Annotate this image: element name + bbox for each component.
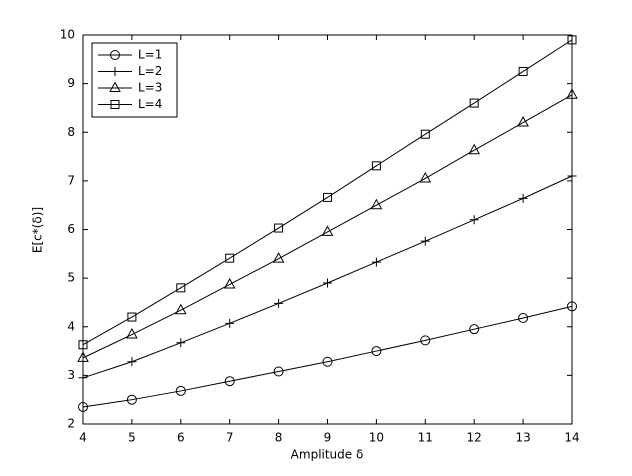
marker <box>127 312 137 322</box>
marker <box>127 357 137 367</box>
legend-marker <box>109 81 121 92</box>
legend-label: L=3 <box>138 81 162 95</box>
marker <box>518 66 528 76</box>
legend-label: L=1 <box>138 48 162 62</box>
marker <box>78 340 88 350</box>
marker <box>420 335 431 346</box>
legend-label: L=2 <box>138 64 162 78</box>
x-tick-label: 13 <box>515 431 530 445</box>
y-tick-label: 5 <box>67 271 75 285</box>
marker <box>321 225 334 236</box>
marker <box>126 328 138 339</box>
marker <box>469 215 479 225</box>
y-tick-label: 3 <box>67 368 75 382</box>
series-line <box>82 94 573 359</box>
marker <box>419 171 432 183</box>
legend-label: L=4 <box>138 97 162 111</box>
marker <box>567 35 577 45</box>
marker <box>174 303 187 315</box>
marker <box>225 318 235 328</box>
legend-marker <box>110 50 120 60</box>
marker <box>518 312 529 323</box>
x-tick-label: 10 <box>369 431 384 445</box>
x-tick-label: 7 <box>226 431 234 445</box>
marker <box>77 351 89 362</box>
marker <box>371 346 382 357</box>
marker <box>274 223 284 233</box>
marker <box>566 88 578 99</box>
y-tick-label: 7 <box>67 173 75 187</box>
legend-marker <box>110 100 120 109</box>
x-tick-label: 14 <box>564 431 579 445</box>
marker <box>420 129 430 139</box>
marker <box>469 98 479 108</box>
y-tick-label: 10 <box>60 28 75 42</box>
x-tick-label: 4 <box>79 431 87 445</box>
marker <box>518 193 528 203</box>
marker <box>468 143 481 155</box>
x-tick-label: 6 <box>177 431 185 445</box>
x-axis-label: Amplitude δ <box>291 448 364 462</box>
marker <box>323 278 332 288</box>
marker <box>78 401 88 412</box>
marker <box>371 161 381 171</box>
y-axis-label: E[c*(δ)] <box>31 207 45 253</box>
y-tick-label: 9 <box>67 76 75 90</box>
marker <box>176 283 186 293</box>
marker <box>78 373 88 383</box>
x-tick-label: 5 <box>128 431 136 445</box>
marker <box>567 171 577 181</box>
marker <box>126 394 137 405</box>
x-tick-label: 12 <box>467 431 482 445</box>
marker <box>176 338 186 348</box>
y-tick-label: 8 <box>67 125 75 139</box>
marker <box>224 376 235 387</box>
marker <box>272 252 285 263</box>
x-tick-label: 8 <box>275 431 283 445</box>
series-line <box>82 39 573 346</box>
marker <box>567 301 577 312</box>
marker <box>274 298 284 308</box>
marker <box>322 356 333 367</box>
marker <box>517 115 529 127</box>
x-tick-label: 11 <box>418 431 433 445</box>
legend-box <box>91 42 178 118</box>
y-tick-label: 4 <box>67 319 75 333</box>
marker <box>469 324 480 335</box>
y-tick-label: 6 <box>67 222 75 236</box>
marker <box>175 385 186 396</box>
marker <box>323 192 332 202</box>
series-line <box>82 305 573 408</box>
marker <box>371 257 381 267</box>
y-tick-label: 2 <box>67 417 75 431</box>
legend-marker <box>110 67 120 76</box>
marker <box>370 198 383 210</box>
marker <box>273 366 284 377</box>
marker <box>225 253 235 263</box>
marker <box>223 277 236 289</box>
marker <box>420 236 430 246</box>
x-tick-label: 9 <box>324 431 332 445</box>
